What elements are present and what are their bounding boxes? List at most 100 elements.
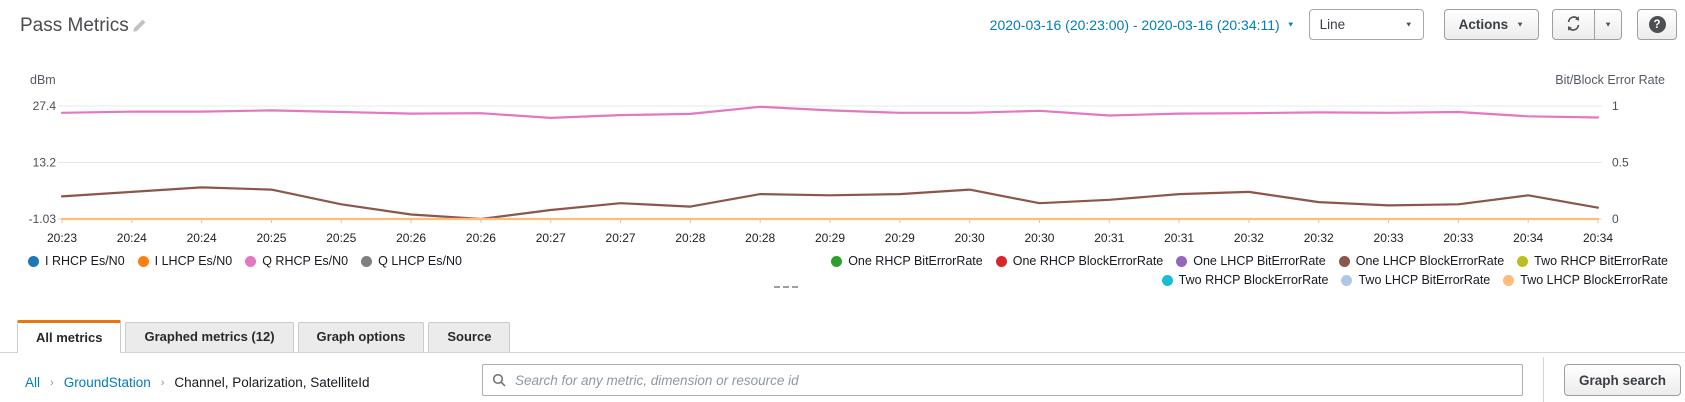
legend-item-i-lhcp-es-n0[interactable]: I LHCP Es/N0 [137, 254, 233, 268]
legend-color-dot [995, 255, 1007, 267]
x-axis-tick-label: 20:32 [1304, 231, 1334, 245]
tab-all-metrics[interactable]: All metrics [17, 320, 122, 353]
legend-label: Two LHCP BlockErrorRate [1520, 273, 1668, 287]
right-axis-tick-label: 0.5 [1612, 156, 1629, 170]
x-axis-tick-label: 20:29 [815, 231, 845, 245]
panel-resize-handle[interactable] [774, 286, 798, 288]
breadcrumb-all[interactable]: All [25, 375, 41, 390]
legend-item-two-lhcp-biterrorrate[interactable]: Two LHCP BitErrorRate [1341, 273, 1490, 287]
legend-label: I LHCP Es/N0 [154, 254, 233, 268]
legend-label: One RHCP BlockErrorRate [1012, 254, 1164, 268]
legend-left-group: I RHCP Es/N0 I LHCP Es/N0 Q RHCP Es/N0 Q LH… [28, 254, 462, 268]
actions-button[interactable]: Actions ▼ [1443, 9, 1540, 40]
legend-color-dot [1161, 274, 1173, 286]
right-axis-tick-label: 1 [1612, 99, 1619, 113]
right-axis-tick-label: 0 [1612, 212, 1619, 226]
x-axis-tick-label: 20:27 [606, 231, 636, 245]
refresh-caret-icon: ▼ [1604, 20, 1612, 28]
legend-item-two-lhcp-blockerrorrate[interactable]: Two LHCP BlockErrorRate [1503, 273, 1668, 287]
legend-item-i-rhcp-es-n0[interactable]: I RHCP Es/N0 [28, 254, 125, 268]
x-axis-tick-label: 20:27 [536, 231, 566, 245]
legend-label: I RHCP Es/N0 [45, 254, 125, 268]
refresh-options-button[interactable]: ▼ [1594, 9, 1622, 40]
legend-item-one-rhcp-blockerrorrate[interactable]: One RHCP BlockErrorRate [995, 254, 1164, 268]
refresh-icon [1565, 15, 1582, 35]
legend-item-q-rhcp-es-n0[interactable]: Q RHCP Es/N0 [245, 254, 348, 268]
x-axis-tick-label: 20:30 [1024, 231, 1054, 245]
legend-label: Q RHCP Es/N0 [262, 254, 349, 268]
chart-type-select[interactable]: Line ▼ [1308, 9, 1424, 40]
refresh-button[interactable] [1552, 9, 1596, 40]
chart-type-value: Line [1319, 17, 1346, 32]
tab-source[interactable]: Source [428, 322, 511, 352]
legend-color-dot [245, 255, 257, 267]
time-range-caret-icon: ▼ [1286, 20, 1295, 28]
x-axis-tick-label: 20:34 [1513, 231, 1543, 245]
breadcrumb: All › GroundStation › Channel, Polarization,… [25, 375, 370, 390]
legend-color-dot [1341, 274, 1353, 286]
search-input[interactable] [482, 364, 1523, 396]
legend-right-row-1: One RHCP BitErrorRate One RHCP BlockError… [831, 254, 1668, 268]
legend-label: Q LHCP Es/N0 [378, 254, 462, 268]
search-icon [492, 373, 506, 387]
actions-label: Actions [1458, 17, 1509, 32]
x-axis-tick-label: 20:31 [1164, 231, 1194, 245]
right-axis-unit-label: Bit/Block Error Rate [1555, 73, 1665, 87]
x-axis-tick-label: 20:24 [117, 231, 147, 245]
legend-item-two-rhcp-biterrorrate[interactable]: Two RHCP BitErrorRate [1517, 254, 1668, 268]
legend-item-one-lhcp-blockerrorrate[interactable]: One LHCP BlockErrorRate [1338, 254, 1505, 268]
legend-item-one-lhcp-biterrorrate[interactable]: One LHCP BitErrorRate [1176, 254, 1326, 268]
help-icon: ? [1648, 16, 1666, 33]
legend-color-dot [1338, 255, 1350, 267]
x-axis-tick-label: 20:29 [885, 231, 915, 245]
tab-graphed-metrics-12[interactable]: Graphed metrics (12) [125, 322, 294, 352]
x-axis-tick-label: 20:25 [326, 231, 356, 245]
legend-item-one-rhcp-biterrorrate[interactable]: One RHCP BitErrorRate [831, 254, 983, 268]
x-axis-tick-label: 20:25 [256, 231, 286, 245]
tab-graph-options[interactable]: Graph options [297, 322, 425, 352]
legend-label: Two RHCP BitErrorRate [1534, 254, 1668, 268]
legend-color-dot [361, 255, 373, 267]
left-axis-tick-label: -1.03 [29, 212, 57, 226]
actions-caret-icon: ▼ [1516, 20, 1525, 28]
x-axis-tick-label: 20:33 [1374, 231, 1404, 245]
header-controls: 2020-03-16 (20:23:00) - 2020-03-16 (20:3… [990, 9, 1677, 40]
x-axis-tick-label: 20:31 [1094, 231, 1124, 245]
breadcrumb-groundstation[interactable]: GroundStation [63, 375, 151, 390]
legend-label: One LHCP BlockErrorRate [1355, 254, 1505, 268]
x-axis-tick-label: 20:28 [745, 231, 775, 245]
breadcrumb-separator-icon: › [50, 376, 54, 389]
chart-type-caret-icon: ▼ [1404, 20, 1413, 28]
x-axis-tick-label: 20:23 [47, 231, 77, 245]
legend-color-dot [1503, 274, 1515, 286]
legend-color-dot [28, 255, 39, 267]
legend-color-dot [831, 255, 843, 267]
legend-right-row-2: Two RHCP BlockErrorRate Two LHCP BitError… [1161, 273, 1668, 287]
x-axis-tick-label: 20:26 [466, 231, 496, 245]
left-axis-unit-label: dBm [30, 73, 56, 87]
metric-search [482, 364, 1523, 396]
time-range-label: 2020-03-16 (20:23:00) - 2020-03-16 (20:3… [989, 16, 1280, 33]
legend-item-q-lhcp-es-n0[interactable]: Q LHCP Es/N0 [361, 254, 462, 268]
x-axis-tick-label: 20:26 [396, 231, 426, 245]
search-row-divider [1543, 357, 1544, 402]
left-axis-tick-label: 13.2 [33, 156, 57, 170]
refresh-split-button: ▼ [1552, 9, 1622, 40]
edit-title-pencil-icon[interactable] [132, 18, 147, 38]
metrics-line-chart: 27.4 13.2 -1.03 1 0.5 0 20:23 20:24 20:24 20:25 20… [29, 99, 1629, 245]
help-button[interactable]: ? [1637, 9, 1677, 40]
legend-label: One LHCP BitErrorRate [1193, 254, 1326, 268]
series-q-rhcp-es-n0[interactable] [60, 105, 1600, 120]
legend-color-dot [137, 255, 149, 267]
breadcrumb-separator-icon: › [160, 376, 165, 389]
legend-label: One RHCP BitErrorRate [848, 254, 983, 268]
series-one-lhcp-blockerrorrate[interactable] [60, 186, 1600, 221]
x-axis-tick-label: 20:33 [1443, 231, 1473, 245]
x-axis-tick-label: 20:30 [955, 231, 985, 245]
graph-search-button[interactable]: Graph search [1564, 364, 1682, 396]
time-range-link[interactable]: 2020-03-16 (20:23:00) - 2020-03-16 (20:3… [990, 17, 1295, 33]
x-axis-tick-label: 20:32 [1234, 231, 1264, 245]
legend-item-two-rhcp-blockerrorrate[interactable]: Two RHCP BlockErrorRate [1161, 273, 1328, 287]
x-axis-tick-label: 20:24 [187, 231, 217, 245]
